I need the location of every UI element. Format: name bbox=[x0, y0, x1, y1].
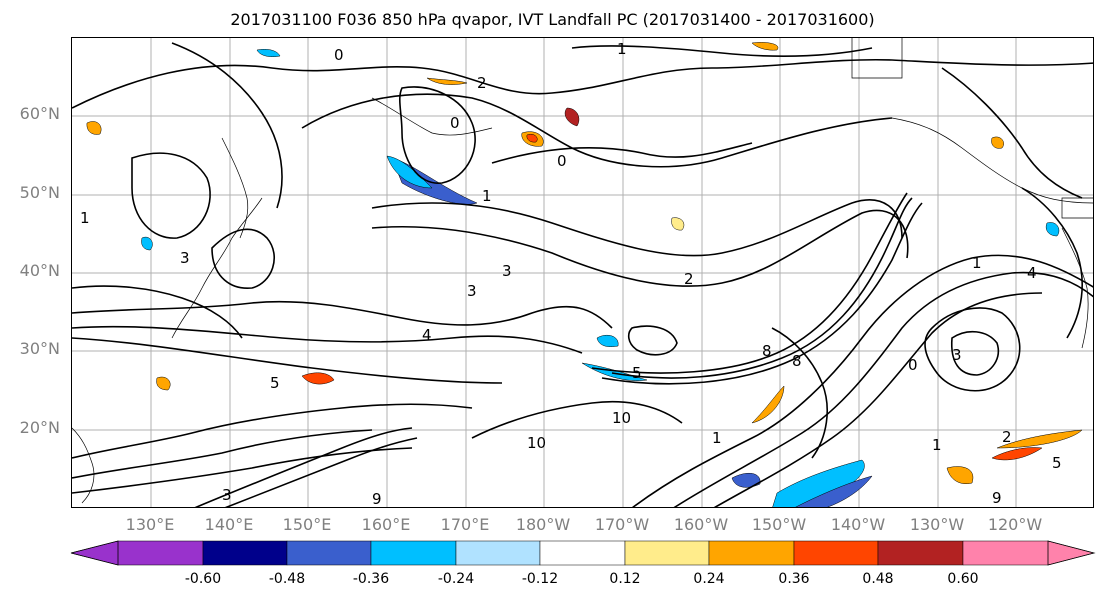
contour-label: 3 bbox=[467, 282, 477, 300]
colorbar-tick-label: 0.48 bbox=[862, 571, 894, 587]
contour-label: 1 bbox=[932, 436, 942, 454]
colorbar-segments bbox=[70, 540, 1095, 566]
lon-label: 140°E bbox=[204, 515, 254, 534]
contour-label: 5 bbox=[270, 374, 280, 392]
colorbar-tick-label: -0.60 bbox=[184, 571, 222, 587]
coastlines bbox=[72, 38, 1093, 504]
contour-map: 0 1 2 0 0 1 3 2 4 3 5 8 10 9 3 1 4 5 8 1… bbox=[72, 38, 1093, 508]
colorbar-segment bbox=[793, 540, 879, 566]
map-panel: 0 1 2 0 0 1 3 2 4 3 5 8 10 9 3 1 4 5 8 1… bbox=[71, 37, 1094, 508]
lon-label: 130°E bbox=[125, 515, 175, 534]
contour-label: 4 bbox=[1027, 264, 1037, 282]
colorbar-segment bbox=[202, 540, 288, 566]
colorbar-tick-label: -0.36 bbox=[352, 571, 390, 587]
contour-label: 8 bbox=[792, 352, 802, 370]
contour-label: 1 bbox=[617, 40, 627, 58]
ivt-contours bbox=[72, 42, 1093, 507]
contour-label: 3 bbox=[952, 346, 962, 364]
colorbar-segment bbox=[962, 540, 1095, 566]
colorbar-tick-label: 0.36 bbox=[778, 571, 810, 587]
colorbar-segment bbox=[70, 540, 204, 566]
lon-label: 180°W bbox=[515, 515, 571, 534]
colorbar-segment bbox=[539, 540, 626, 566]
contour-label: 9 bbox=[992, 489, 1002, 507]
contour-label: 0 bbox=[557, 152, 567, 170]
plot-title: 2017031100 F036 850 hPa qvapor, IVT Land… bbox=[230, 10, 875, 29]
colorbar-tick-label: 0.60 bbox=[947, 571, 979, 587]
colorbar-segment bbox=[624, 540, 710, 566]
lon-label: 150°W bbox=[751, 515, 807, 534]
contour-label: 5 bbox=[1052, 454, 1062, 472]
contour-label: 4 bbox=[422, 326, 432, 344]
lon-label: 170°W bbox=[594, 515, 650, 534]
colorbar-segment bbox=[455, 540, 541, 566]
contour-labels: 0 1 2 0 0 1 3 2 4 3 5 8 10 9 3 1 4 5 8 1… bbox=[80, 40, 1062, 508]
contour-label: 1 bbox=[712, 429, 722, 447]
colorbar-segment bbox=[286, 540, 372, 566]
colorbar-segment bbox=[370, 540, 457, 566]
lat-label: 30°N bbox=[19, 339, 60, 358]
lat-label: 50°N bbox=[19, 183, 60, 202]
colorbar-tick-label: -0.48 bbox=[268, 571, 306, 587]
contour-label: 1 bbox=[80, 209, 90, 227]
colorbar bbox=[70, 540, 1096, 566]
contour-label: 2 bbox=[477, 74, 487, 92]
lon-label: 170°E bbox=[440, 515, 490, 534]
contour-label: 8 bbox=[762, 342, 772, 360]
contour-label: 5 bbox=[632, 364, 642, 382]
lon-label: 140°W bbox=[830, 515, 886, 534]
colorbar-tick-label: -0.12 bbox=[521, 571, 559, 587]
lat-label: 20°N bbox=[19, 418, 60, 437]
lon-label: 160°W bbox=[673, 515, 729, 534]
gridlines bbox=[72, 38, 1093, 507]
colorbar-segment bbox=[708, 540, 795, 566]
lon-label: 160°E bbox=[361, 515, 411, 534]
contour-label: 2 bbox=[1002, 428, 1012, 446]
lon-label: 150°E bbox=[282, 515, 332, 534]
contour-label: 9 bbox=[372, 490, 382, 508]
colorbar-tick-label: -0.24 bbox=[437, 571, 475, 587]
contour-label: 10 bbox=[527, 434, 546, 452]
contour-label: 1 bbox=[972, 254, 982, 272]
lon-label: 120°W bbox=[987, 515, 1043, 534]
colorbar-tick-label: 0.24 bbox=[693, 571, 725, 587]
contour-label: 1 bbox=[482, 187, 492, 205]
contour-label: 0 bbox=[334, 46, 344, 64]
contour-label: 3 bbox=[502, 262, 512, 280]
contour-label: 0 bbox=[908, 356, 918, 374]
lat-label: 60°N bbox=[19, 104, 60, 123]
contour-label: 2 bbox=[684, 270, 694, 288]
contour-label: 3 bbox=[222, 486, 232, 504]
contour-label: 0 bbox=[450, 114, 460, 132]
contour-label: 10 bbox=[612, 409, 631, 427]
contour-label: 3 bbox=[180, 249, 190, 267]
colorbar-tick-label: 0.12 bbox=[609, 571, 641, 587]
lon-label: 130°W bbox=[909, 515, 965, 534]
colorbar-segment bbox=[877, 540, 964, 566]
lat-label: 40°N bbox=[19, 261, 60, 280]
